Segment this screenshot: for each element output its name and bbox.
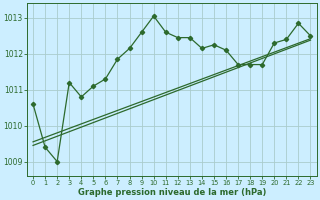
- X-axis label: Graphe pression niveau de la mer (hPa): Graphe pression niveau de la mer (hPa): [77, 188, 266, 197]
